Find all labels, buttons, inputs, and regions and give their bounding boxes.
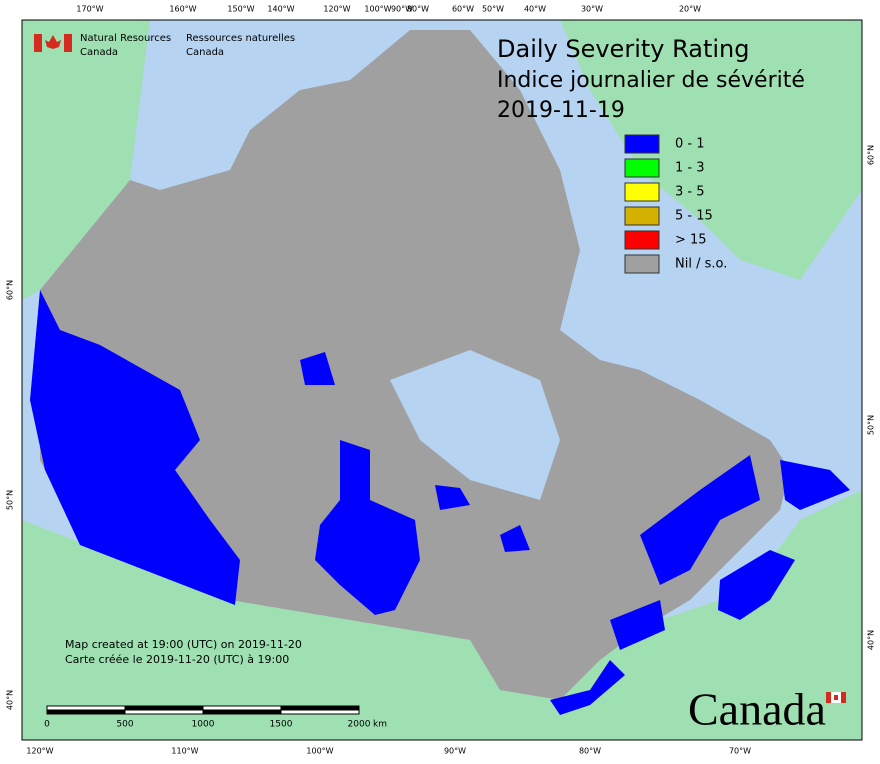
- flag-bar: [64, 34, 72, 52]
- fire-area: [30, 290, 240, 605]
- longitude-label: 170°W: [76, 5, 103, 14]
- fire-area: [780, 460, 850, 510]
- longitude-label: 100°W: [364, 5, 391, 14]
- map-frame: [21, 19, 863, 741]
- longitude-label: 20°W: [679, 5, 701, 14]
- org-fr: Ressources naturelles: [186, 33, 295, 44]
- legend: 0 - 1 1 - 3 3 - 5 5 - 15 > 15 Nil / s.o.: [624, 134, 727, 274]
- scale-unit: km: [373, 720, 387, 730]
- scale-label: 1500: [270, 720, 293, 730]
- scale-segment: [280, 709, 360, 715]
- org-fr: Canada: [186, 47, 224, 58]
- latitude-label: 40°N: [6, 690, 15, 710]
- longitude-label: 100°W: [306, 747, 333, 756]
- alaska: [22, 20, 150, 300]
- legend-label: 1 - 3: [675, 161, 705, 176]
- fire-area: [500, 525, 530, 552]
- note: Map created at 19:00 (UTC) on 2019-11-20: [65, 638, 302, 651]
- longitude-label: 80°W: [407, 5, 429, 14]
- fire-area: [640, 455, 760, 585]
- note: Carte créée le 2019-11-20 (UTC) à 19:00: [65, 653, 289, 666]
- flag-bar: [34, 34, 42, 52]
- fire-area: [550, 660, 625, 715]
- maple-leaf: [45, 35, 61, 49]
- longitude-label: 90°W: [444, 747, 466, 756]
- legend-label: Nil / s.o.: [675, 257, 727, 272]
- longitude-label: 110°W: [171, 747, 198, 756]
- legend-label: 0 - 1: [675, 137, 705, 152]
- longitude-label: 40°W: [524, 5, 546, 14]
- org-en: Natural Resources: [80, 33, 171, 44]
- latitude-label: 60°N: [867, 145, 876, 165]
- wordmark: Canada: [688, 684, 826, 735]
- fire-area: [315, 440, 420, 615]
- scale-label: 500: [116, 720, 133, 730]
- canada-land: [40, 30, 790, 700]
- longitude-label: 120°W: [26, 747, 53, 756]
- fire-area: [435, 485, 470, 510]
- map: [21, 19, 863, 741]
- latitude-label: 40°N: [867, 630, 876, 650]
- subtitle: Indice journalier de sévérité: [497, 68, 805, 93]
- fire-area: [718, 550, 795, 620]
- scale-segment: [124, 705, 204, 711]
- longitude-label: 160°W: [169, 5, 196, 14]
- scale-segment: [124, 709, 204, 715]
- longitude-label: 50°W: [482, 5, 504, 14]
- longitude-label: 140°W: [267, 5, 294, 14]
- united-states: [22, 490, 862, 740]
- legend-swatch: [624, 158, 660, 178]
- scale-bar: 0 500 1000 1500 2000 km: [44, 705, 387, 730]
- scale-segment: [280, 705, 360, 711]
- maple-leaf: [834, 695, 838, 700]
- legend-swatch: [624, 182, 660, 202]
- longitude-label: 60°W: [452, 5, 474, 14]
- longitude-label: 150°W: [227, 5, 254, 14]
- longitude-label: 80°W: [579, 747, 601, 756]
- org-en: Canada: [80, 47, 118, 58]
- fire-area: [610, 600, 665, 650]
- legend-swatch: [624, 134, 660, 154]
- wordmark-flag: [826, 692, 846, 703]
- scale-segment: [46, 709, 126, 715]
- nrc-signature: Natural Resources Canada Ressources natu…: [34, 33, 295, 58]
- legend-label: 5 - 15: [675, 209, 713, 224]
- longitude-label: 90°W: [391, 5, 413, 14]
- latitude-label: 50°N: [867, 415, 876, 435]
- scale-segment: [202, 709, 282, 715]
- title: Daily Severity Rating: [497, 35, 749, 63]
- legend-label: > 15: [675, 233, 707, 248]
- scale-label: 2000: [348, 720, 371, 730]
- hudson-bay: [390, 350, 560, 500]
- date: 2019-11-19: [497, 98, 625, 123]
- flag-bar: [826, 692, 831, 703]
- longitude-label: 30°W: [581, 5, 603, 14]
- latitude-label: 50°N: [6, 490, 15, 510]
- legend-swatch: [624, 254, 660, 274]
- scale-segment: [46, 705, 126, 711]
- scale-label: 1000: [192, 720, 215, 730]
- fire-area: [300, 352, 335, 385]
- legend-label: 3 - 5: [675, 185, 705, 200]
- scale-label: 0: [44, 720, 50, 730]
- graticule-labels: 170°W 160°W 150°W 140°W 120°W 100°W 90°W80°W 60…: [6, 5, 876, 756]
- longitude-label: 70°W: [729, 747, 751, 756]
- flag-bar: [841, 692, 846, 703]
- scale-segment: [202, 705, 282, 711]
- longitude-label: 120°W: [323, 5, 350, 14]
- legend-swatch: [624, 230, 660, 250]
- legend-swatch: [624, 206, 660, 226]
- latitude-label: 60°N: [6, 280, 15, 300]
- greenland: [560, 20, 862, 280]
